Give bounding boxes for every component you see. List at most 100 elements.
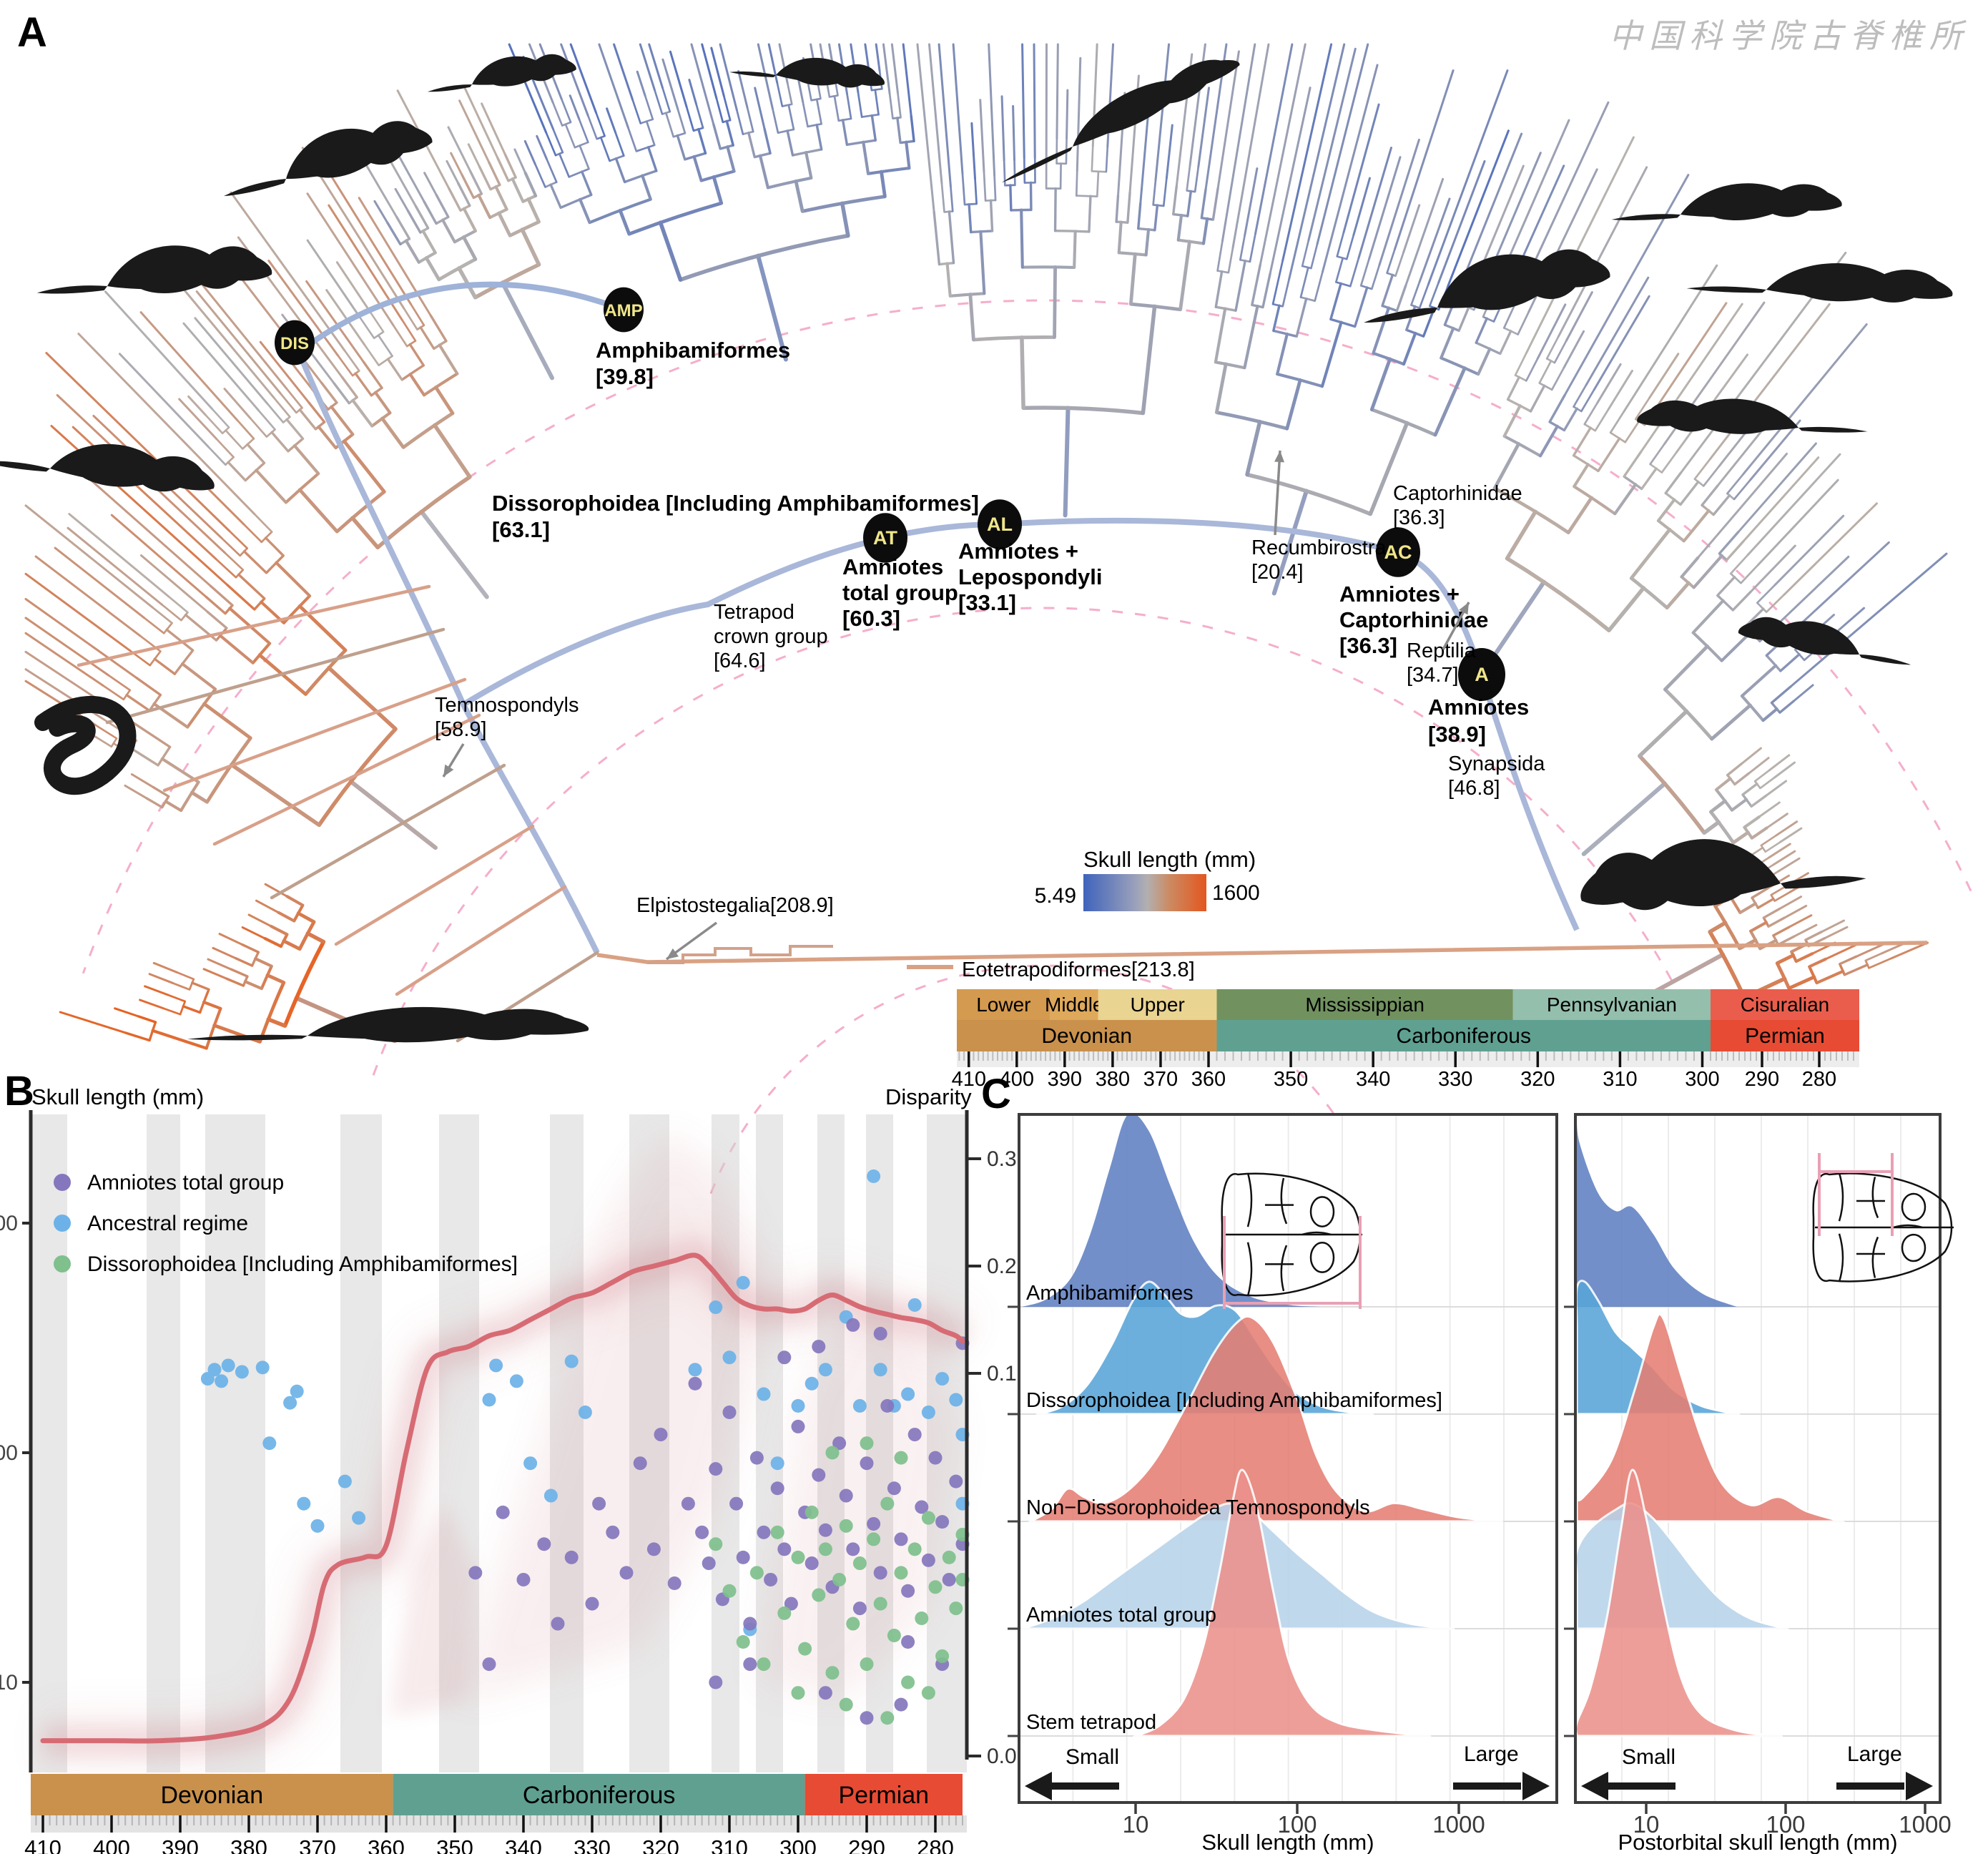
annotation-text: [64.6] [714, 649, 766, 672]
branch [551, 101, 564, 127]
data-point [880, 1496, 895, 1511]
branch-arc [900, 139, 915, 144]
branch [279, 392, 297, 414]
data-point [942, 1550, 956, 1564]
tree-clade [508, 43, 915, 362]
branch [1656, 498, 1676, 523]
branch [246, 443, 266, 464]
panel-b-era-bar: Devonian Carboniferous Permian 410 400 390 380… [24, 1774, 967, 1854]
data-point [770, 1456, 784, 1471]
branch-arc [1382, 304, 1398, 313]
tree-clade [1482, 136, 1868, 674]
skull-drawing [1812, 1172, 1954, 1282]
silhouette-body [1073, 59, 1240, 147]
clade-badge-a: A [1458, 648, 1505, 701]
timeline-tick-label: 350 [1274, 1068, 1308, 1091]
branch [1776, 857, 1801, 873]
branch [1525, 136, 1635, 354]
branch [1477, 347, 1492, 376]
branch [125, 693, 151, 712]
branch [1492, 442, 1521, 491]
data-point [777, 1350, 792, 1365]
animal-silhouette [1611, 183, 1842, 220]
branch [639, 43, 656, 92]
branch [255, 469, 287, 504]
branch [1020, 208, 1024, 269]
branch [983, 170, 987, 202]
branch [234, 269, 323, 384]
animal-silhouette [1738, 617, 1911, 665]
stage-stripe [340, 1114, 382, 1772]
branch [1609, 411, 1625, 434]
branch [400, 318, 417, 342]
annotation-text: Amniotes [842, 554, 943, 579]
branch [1126, 191, 1131, 224]
branch [438, 343, 459, 376]
timeline-tick-label: 380 [1096, 1068, 1130, 1091]
branch [950, 185, 954, 212]
legend-dot [54, 1255, 71, 1272]
skull-length-legend: Skull length (mm) 5.49 1600 [1035, 847, 1260, 911]
branch-arc [560, 193, 592, 209]
branch [1714, 777, 1732, 792]
branch [1824, 926, 1849, 940]
data-point [894, 1451, 908, 1465]
branch [1428, 281, 1440, 308]
animal-silhouette [729, 57, 885, 88]
density-plume [390, 1502, 476, 1717]
branch-arc [282, 941, 325, 1027]
data-point [709, 1462, 723, 1476]
branch [1437, 160, 1486, 284]
branch [359, 316, 375, 340]
branch [202, 968, 228, 980]
data-point [921, 1686, 935, 1700]
branch [469, 170, 483, 195]
branch [59, 1011, 127, 1034]
annotation-synapsida: Synapsida[46.8] [1448, 752, 1545, 800]
annotation-dissorophoidea: Dissorophoidea [Including Amphibamiforme… [492, 491, 979, 542]
data-point [825, 1666, 840, 1680]
branch [1743, 815, 1761, 829]
annotation-text: [63.1] [492, 517, 550, 542]
data-point [818, 1686, 832, 1700]
branch [1709, 799, 1727, 814]
branch [1227, 247, 1234, 274]
x-tick-label: 350 [436, 1835, 473, 1854]
branch [1021, 43, 1025, 159]
branch [325, 289, 366, 346]
branch [1329, 282, 1342, 321]
annotation-elpistostegalia: Elpistostegalia[208.9] [636, 894, 834, 917]
silhouette-body [1637, 398, 1798, 434]
branch [606, 107, 616, 134]
branch [771, 107, 779, 134]
branch [282, 939, 302, 951]
branch [614, 131, 625, 157]
x-tick-label: 280 [917, 1835, 954, 1854]
branch-arc [205, 737, 252, 803]
branch-arc [574, 141, 589, 149]
large-arrow-head [1906, 1772, 1933, 1800]
branch [1776, 555, 1850, 625]
ridge-density [1133, 1468, 1432, 1738]
branch [1427, 69, 1509, 285]
annotation-text: [60.3] [842, 606, 900, 631]
data-point [784, 1596, 798, 1611]
timeline-top-label: Mississippian [1305, 994, 1424, 1016]
branch-arc [438, 258, 477, 281]
timeline-tick-label: 290 [1745, 1068, 1779, 1091]
branch [1778, 700, 1795, 714]
panel-a-timeline: Lower Middle Upper Mississippian Pennsylvani… [952, 989, 1859, 1091]
annotation-text: [20.4] [1251, 561, 1304, 584]
silhouette-tail [1686, 286, 1766, 293]
branch [160, 603, 182, 622]
branch [641, 174, 652, 201]
branch [285, 895, 305, 907]
branch [690, 43, 715, 126]
branch-arc [970, 230, 993, 234]
x-tick-label: 340 [505, 1835, 542, 1854]
branch [285, 418, 305, 441]
branch [1664, 471, 1682, 495]
branch [24, 504, 154, 609]
